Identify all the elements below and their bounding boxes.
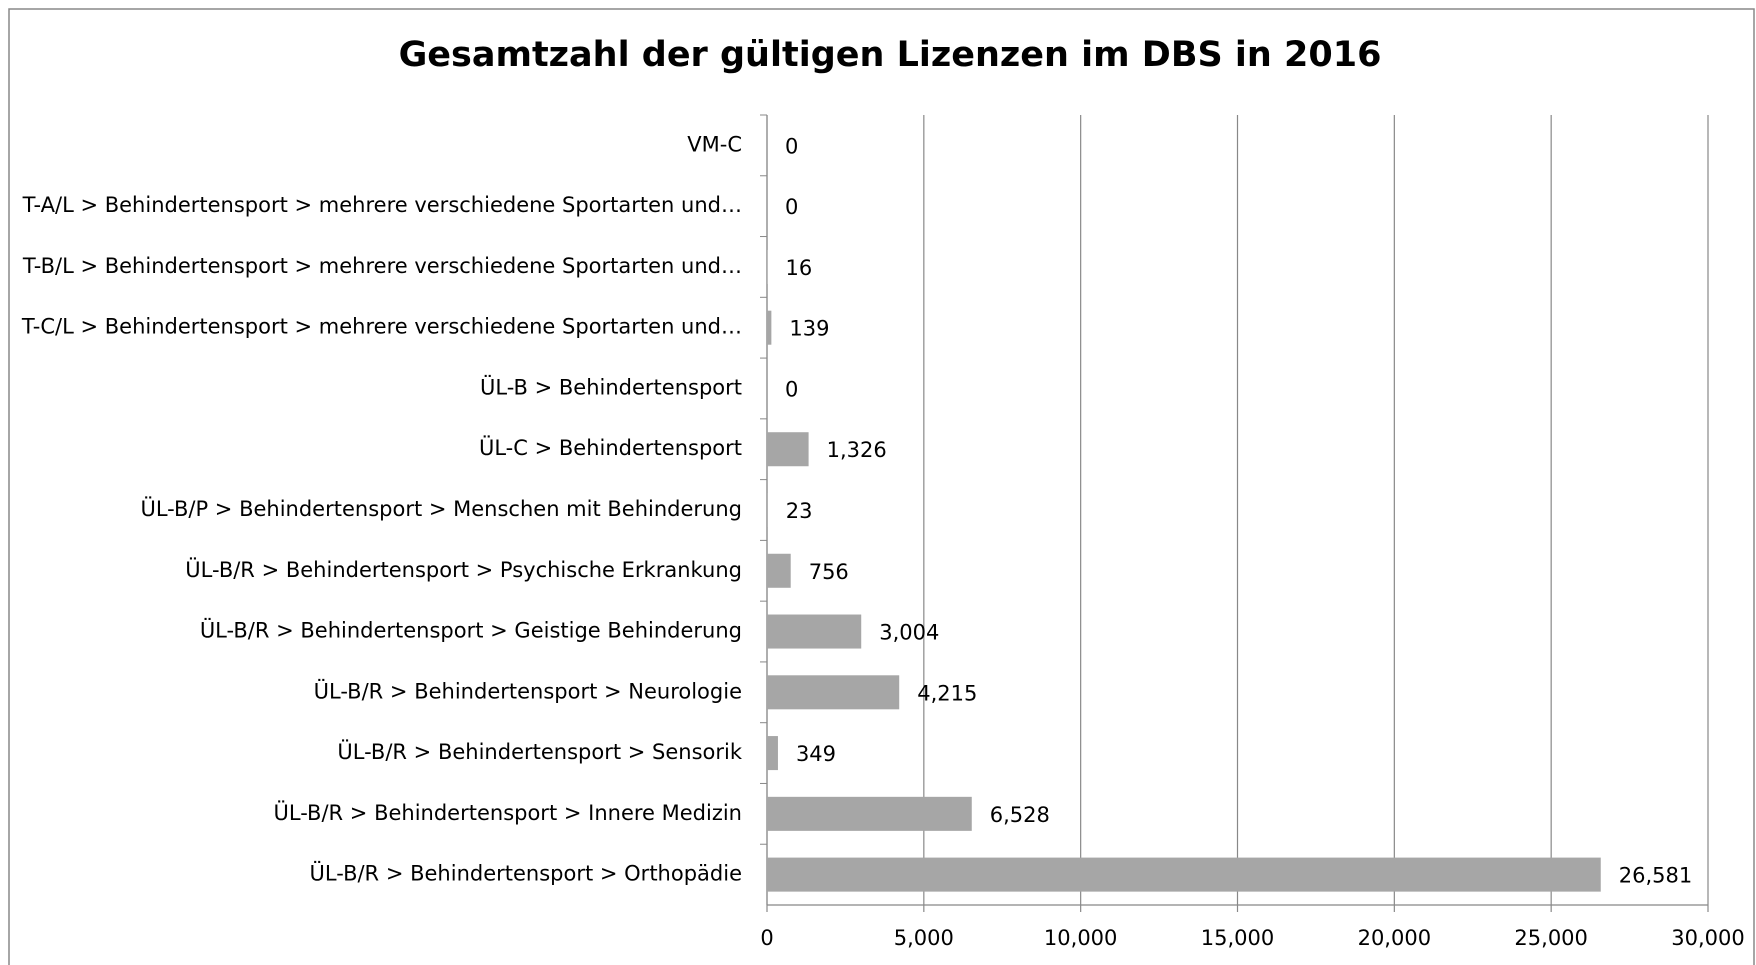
data-label: 1,326 (827, 438, 887, 462)
data-label: 0 (785, 195, 798, 219)
y-tick-label: T-B/L > Behindertensport > mehrere versc… (22, 254, 742, 278)
bar (767, 249, 768, 284)
bar (767, 857, 1601, 892)
bar (767, 614, 862, 649)
x-tick-label: 5,000 (894, 926, 954, 950)
bar (767, 736, 778, 771)
data-label: 26,581 (1619, 864, 1692, 888)
y-tick-label: ÜL-B/R > Behindertensport > Psychische E… (185, 557, 742, 582)
y-tick-label: ÜL-B/R > Behindertensport > Orthopädie (310, 861, 742, 886)
y-tick-label: ÜL-B/R > Behindertensport > Innere Mediz… (274, 800, 742, 825)
y-tick-label: T-C/L > Behindertensport > mehrere versc… (21, 315, 742, 339)
bar (767, 492, 768, 528)
y-tick-label: VM-C (687, 132, 742, 156)
data-label: 3,004 (879, 621, 939, 645)
chart-title: Gesamtzahl der gültigen Lizenzen im DBS … (399, 35, 1382, 75)
bar (767, 796, 972, 831)
x-tick-label: 10,000 (1044, 926, 1117, 950)
x-tick-label: 30,000 (1671, 926, 1744, 950)
data-label: 0 (785, 377, 798, 401)
y-tick-label: ÜL-B/R > Behindertensport > Geistige Beh… (200, 618, 742, 643)
data-label: 756 (809, 560, 849, 584)
data-label: 349 (796, 742, 836, 766)
data-label: 0 (785, 134, 798, 158)
y-tick-label: ÜL-B > Behindertensport (480, 374, 742, 399)
bar (767, 553, 791, 588)
y-tick-label: ÜL-B/R > Behindertensport > Sensorik (337, 739, 742, 764)
x-tick-label: 15,000 (1201, 926, 1274, 950)
data-label: 139 (789, 317, 829, 341)
x-tick-label: 0 (760, 926, 773, 950)
y-tick-label: ÜL-B/R > Behindertensport > Neurologie (314, 678, 742, 703)
bar (767, 432, 809, 467)
x-tick-label: 25,000 (1514, 926, 1587, 950)
data-label: 16 (786, 256, 813, 280)
bar (767, 310, 772, 345)
x-tick-label: 20,000 (1358, 926, 1431, 950)
data-label: 6,528 (990, 803, 1050, 827)
bar (767, 675, 900, 710)
y-tick-label: T-A/L > Behindertensport > mehrere versc… (22, 193, 742, 217)
y-tick-label: ÜL-C > Behindertensport (479, 435, 742, 460)
data-label: 4,215 (917, 681, 977, 705)
data-label: 23 (786, 499, 813, 523)
y-tick-label: ÜL-B/P > Behindertensport > Menschen mit… (140, 496, 742, 521)
